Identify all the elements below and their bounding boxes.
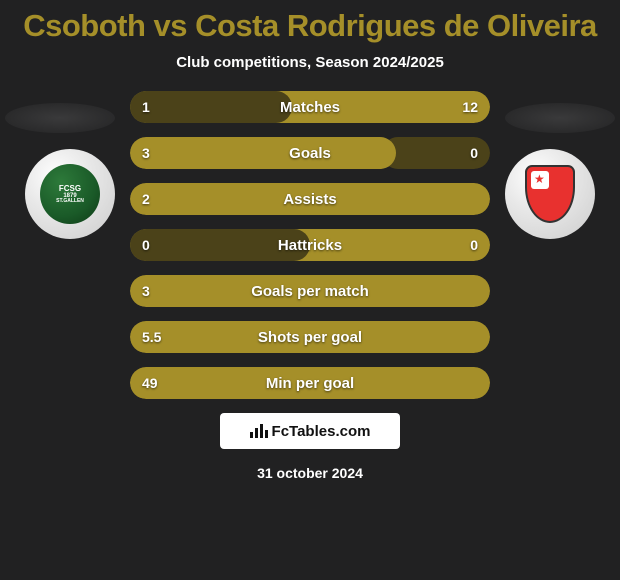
club-logo-left: FCSG 1879 ST.GALLEN [25,149,115,239]
chart-bars-icon [250,424,268,438]
stat-row: 112Matches [130,91,490,123]
stat-row: 3Goals per match [130,275,490,307]
fcsg-badge-icon: FCSG 1879 ST.GALLEN [40,164,100,224]
stat-label: Assists [130,183,490,215]
comparison-content: FCSG 1879 ST.GALLEN 112Matches 30Goals 2As… [0,91,620,399]
stat-label: Goals per match [130,275,490,307]
brand-capsule[interactable]: FcTables.com [220,413,400,449]
sion-shield-icon [525,165,575,223]
club-logo-right [505,149,595,239]
stat-label: Hattricks [130,229,490,261]
brand-label: FcTables.com [272,423,371,440]
stat-row: 5.5Shots per goal [130,321,490,353]
player-right-placeholder [505,103,615,133]
stat-row: 49Min per goal [130,367,490,399]
comparison-title: Csoboth vs Costa Rodrigues de Oliveira [0,0,620,44]
stat-row: 30Goals [130,137,490,169]
stat-bars: 112Matches 30Goals 2Assists 00Hattricks 3Goa… [130,91,490,399]
comparison-subtitle: Club competitions, Season 2024/2025 [0,54,620,71]
player-left-placeholder [5,103,115,133]
stat-label: Matches [130,91,490,123]
stat-row: 2Assists [130,183,490,215]
stat-label: Shots per goal [130,321,490,353]
stat-label: Min per goal [130,367,490,399]
stat-row: 00Hattricks [130,229,490,261]
snapshot-date: 31 october 2024 [0,465,620,481]
stat-label: Goals [130,137,490,169]
